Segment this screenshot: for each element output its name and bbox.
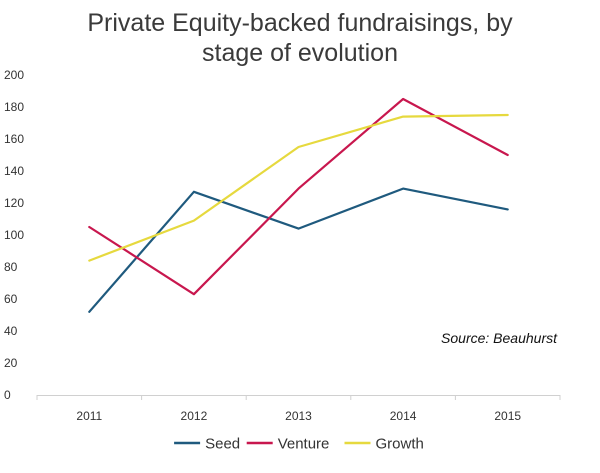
y-tick-label: 180 bbox=[4, 100, 24, 114]
legend-label-seed: Seed bbox=[205, 436, 240, 453]
y-tick-label: 160 bbox=[4, 132, 24, 146]
legend-label-venture: Venture bbox=[278, 436, 330, 453]
chart-title: Private Equity-backed fundraisings, by s… bbox=[30, 8, 570, 68]
x-tick-label: 2011 bbox=[76, 409, 102, 423]
chart-title-line-1: Private Equity-backed fundraisings, by bbox=[87, 9, 513, 37]
series-line-growth bbox=[88, 113, 509, 262]
y-tick-label: 60 bbox=[4, 292, 18, 306]
y-tick-label: 200 bbox=[4, 68, 24, 82]
x-tick-label: 2013 bbox=[285, 409, 312, 423]
y-tick-label: 140 bbox=[4, 164, 24, 178]
x-tick-label: 2014 bbox=[390, 409, 417, 423]
series-lines bbox=[88, 97, 509, 313]
y-tick-label: 80 bbox=[4, 260, 18, 274]
x-tick-label: 2012 bbox=[181, 409, 208, 423]
source-annotation: Source: Beauhurst bbox=[441, 330, 558, 346]
legend: Seed Venture Growth bbox=[174, 436, 424, 453]
x-axis-ticks: 2011 2012 2013 2014 2015 bbox=[36, 395, 561, 423]
y-tick-label: 100 bbox=[4, 228, 24, 242]
series-line-venture bbox=[88, 97, 509, 296]
y-axis-ticks: 0 20 40 60 80 100 120 140 160 180 200 bbox=[4, 68, 24, 402]
y-tick-label: 0 bbox=[4, 388, 11, 402]
chart-title-line-2: stage of evolution bbox=[202, 39, 398, 67]
series-line-seed bbox=[88, 187, 509, 313]
y-tick-label: 20 bbox=[4, 356, 18, 370]
y-tick-label: 40 bbox=[4, 324, 18, 338]
y-tick-label: 120 bbox=[4, 196, 24, 210]
x-tick-label: 2015 bbox=[494, 409, 521, 423]
legend-label-growth: Growth bbox=[376, 436, 424, 453]
